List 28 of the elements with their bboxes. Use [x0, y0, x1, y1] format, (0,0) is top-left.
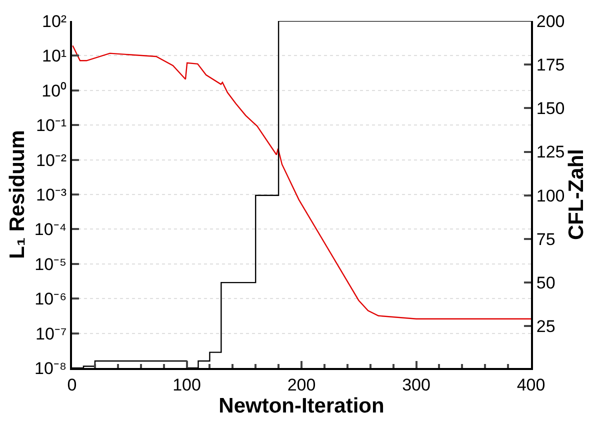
- y-tick-label: 10⁻⁷: [36, 324, 67, 344]
- y2-tick-label: 175: [536, 56, 565, 75]
- y-tick-label: 10⁻⁵: [34, 254, 67, 274]
- y-axis-title: L₁ Residuum: [6, 130, 30, 259]
- y-tick-label: 10²: [42, 12, 67, 31]
- y2-tick-label: 125: [536, 142, 565, 162]
- y2-tick-label: 150: [536, 99, 565, 118]
- y-tick-label: 10⁻⁴: [34, 220, 67, 240]
- x-tick-label: 400: [516, 375, 546, 394]
- y-tick-label: 10⁻²: [36, 150, 67, 170]
- y-tick-label: 10⁻³: [36, 185, 67, 204]
- y2-tick-label: 200: [536, 12, 565, 31]
- y2-tick-label: 100: [536, 186, 565, 206]
- line-series: [72, 45, 531, 320]
- y-tick-label: 10¹: [42, 46, 67, 66]
- x-tick-label: 0: [67, 375, 77, 394]
- x-tick-label: 100: [172, 375, 201, 394]
- y-tick-label: 10⁰: [42, 81, 67, 100]
- y-tick-label: 10⁻⁶: [34, 290, 67, 309]
- y2-tick-label: 50: [536, 274, 556, 293]
- y-tick-label: 10⁻¹: [36, 116, 67, 136]
- x-tick-label: 300: [402, 375, 430, 394]
- y-tick-label: 10⁻⁸: [34, 358, 67, 378]
- y2-axis-title: CFL-Zahl: [564, 149, 588, 240]
- x-axis-title: Newton-Iteration: [218, 394, 384, 418]
- y2-tick-label: 75: [536, 230, 556, 249]
- y2-tick-label: 25: [536, 317, 556, 336]
- x-tick-label: 200: [287, 375, 316, 394]
